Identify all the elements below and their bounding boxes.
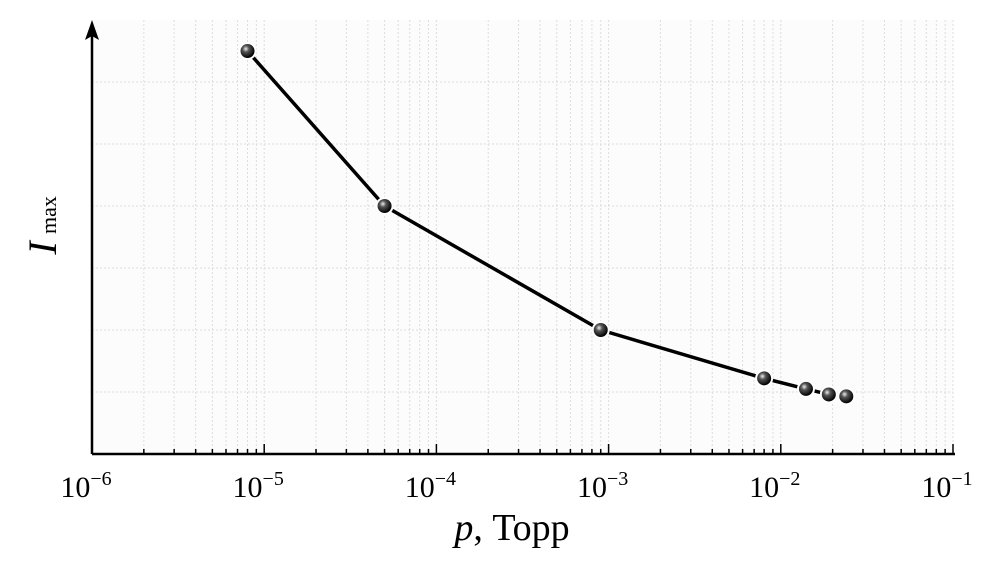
- x-tick-label-exponent: −1: [951, 468, 972, 490]
- data-point: [757, 371, 772, 386]
- y-axis-label-subscript: max: [36, 196, 61, 234]
- x-tick-label: 10−6: [60, 468, 111, 504]
- data-point: [377, 199, 392, 213]
- x-tick-label: 10−1: [921, 468, 972, 504]
- x-tick-label-exponent: −6: [90, 468, 111, 490]
- y-axis-label-main: I: [20, 240, 65, 256]
- x-axis-label-unit: , Торр: [473, 507, 569, 549]
- x-tick-label: 10−3: [577, 468, 628, 504]
- x-tick-label-base: 10: [749, 471, 779, 504]
- x-tick-label: 10−2: [749, 468, 800, 504]
- x-tick-label-base: 10: [921, 471, 951, 504]
- x-tick-label-base: 10: [233, 471, 263, 504]
- y-axis-label: I max: [20, 196, 65, 256]
- x-axis-label: p, Торр: [451, 507, 569, 549]
- x-tick-label-base: 10: [577, 471, 607, 504]
- data-point: [798, 381, 813, 396]
- x-tick-label-exponent: −4: [435, 468, 456, 490]
- x-tick-label-base: 10: [405, 471, 435, 504]
- x-tick-label: 10−5: [233, 468, 284, 504]
- data-point: [839, 389, 854, 404]
- x-tick-label-base: 10: [60, 471, 90, 504]
- series: [238, 42, 856, 406]
- data-point: [593, 323, 608, 337]
- x-axis-label-variable: p: [451, 507, 473, 549]
- y-axis-arrow: [85, 20, 99, 40]
- data-point: [821, 387, 836, 402]
- x-tick-label: 10−4: [405, 468, 456, 504]
- x-tick-label-exponent: −3: [607, 468, 628, 490]
- x-tick-label-exponent: −2: [779, 468, 800, 490]
- x-tick-labels: 10−6 10−5 10−4 10−3 10−2 10−1: [60, 468, 972, 504]
- x-tick-label-exponent: −5: [263, 468, 284, 490]
- data-point: [240, 44, 255, 58]
